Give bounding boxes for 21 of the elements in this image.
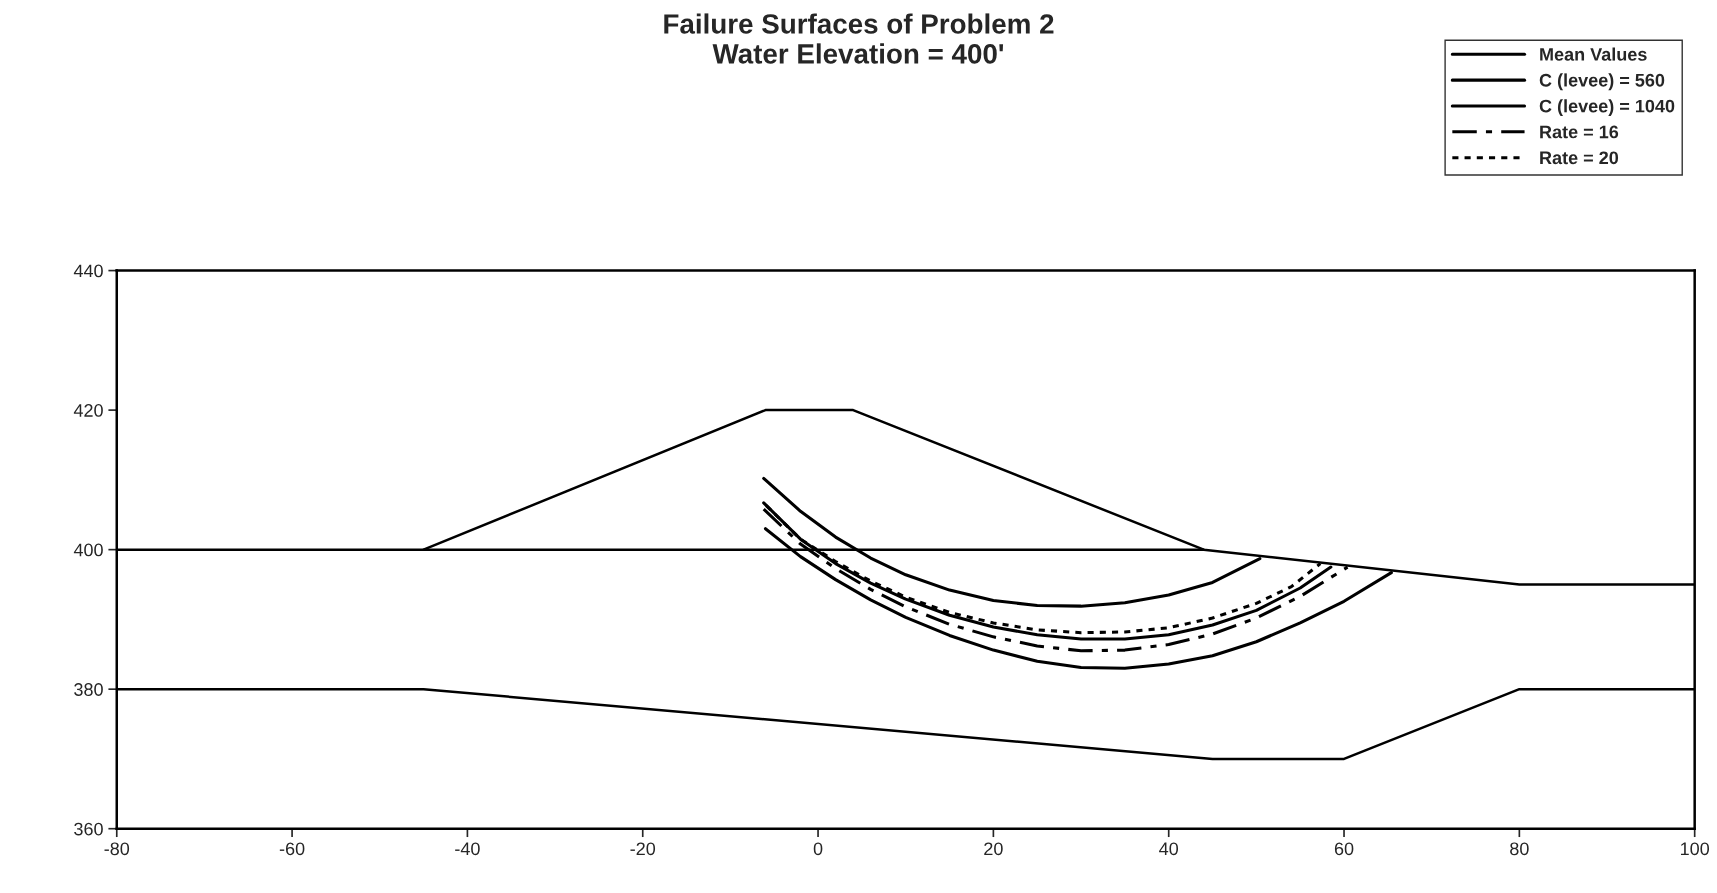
- legend-label: C (levee) = 560: [1539, 73, 1665, 91]
- x-tick-label: 100: [1680, 842, 1710, 856]
- x-tick-label: 20: [984, 842, 1003, 856]
- legend-label: C (levee) = 1040: [1539, 99, 1675, 117]
- y-tick-label: 380: [74, 683, 103, 696]
- x-tick-label: 80: [1510, 842, 1529, 856]
- x-tick-label: -40: [455, 842, 480, 856]
- y-tick-label: 360: [74, 822, 103, 836]
- legend-label: Rate = 16: [1540, 125, 1619, 139]
- y-tick-label: 420: [73, 404, 103, 417]
- chart-title: Failure Surfaces of Problem 2 Water Elevation = 400': [664, 13, 1054, 64]
- x-tick-label: 0: [813, 842, 823, 856]
- y-tick-label: 400: [73, 543, 103, 557]
- legend-label: Rate = 20: [1540, 151, 1619, 165]
- x-tick-label: -80: [104, 842, 130, 856]
- x-tick-label: 60: [1334, 842, 1354, 856]
- x-tick-label: 40: [1159, 842, 1179, 856]
- x-tick-label: -20: [630, 842, 656, 856]
- legend-label: Mean Values: [1540, 47, 1647, 61]
- x-tick-label: -60: [279, 842, 305, 856]
- y-tick-label: 440: [73, 264, 103, 278]
